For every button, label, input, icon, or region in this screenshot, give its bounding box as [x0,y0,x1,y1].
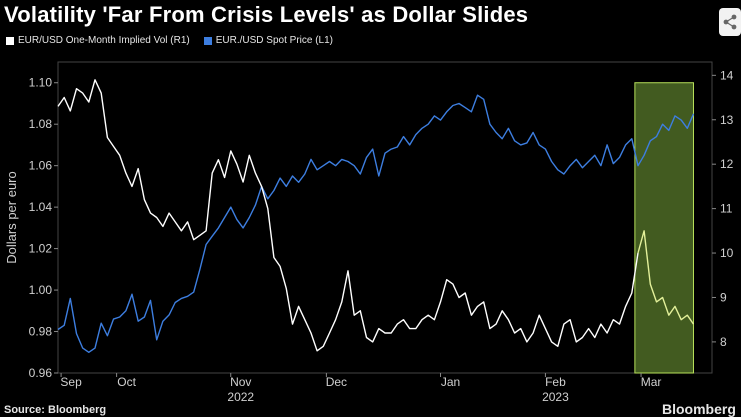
left-tick-label: 1.06 [29,159,53,173]
legend-label-vol: EUR/USD One-Month Implied Vol (R1) [18,35,190,46]
left-tick-label: 1.08 [29,117,53,131]
right-tick-label: 11 [720,202,733,216]
right-tick-label: 10 [720,246,734,260]
month-label: Jan [441,375,460,389]
right-tick-label: 9 [720,290,727,304]
left-tick-label: 0.98 [29,325,53,339]
month-label: Mar [641,375,662,389]
month-label: Nov [230,375,251,389]
series-line-vol [57,79,639,352]
highlight-box [634,82,694,374]
legend-item-spot: EUR./USD Spot Price (L1) [203,35,333,46]
legend-swatch-vol [6,36,14,45]
right-tick-label: 12 [720,157,734,171]
month-label: Oct [117,375,136,389]
chart-title: Volatility 'Far From Crisis Levels' as D… [4,2,529,27]
right-tick-label: 14 [720,68,734,82]
share-button[interactable] [719,8,741,36]
share-icon [723,14,737,30]
source-note: Source: Bloomberg [4,404,107,416]
right-tick-label: 13 [720,113,734,127]
legend: EUR/USD One-Month Implied Vol (R1) EUR./… [6,35,333,46]
left-tick-label: 1.00 [29,283,53,297]
month-label: Sep [60,375,82,389]
left-tick-label: 1.10 [29,76,53,90]
legend-swatch-spot [203,36,212,45]
left-tick-label: 1.02 [29,242,53,256]
bloomberg-logo: Bloomberg [662,401,736,417]
left-tick-label: 0.96 [29,366,53,380]
month-label: Feb [545,375,566,389]
month-label: Dec [326,375,347,389]
year-label: 2023 [542,390,569,404]
right-tick-label: 8 [720,335,727,349]
plot-frame [57,61,713,374]
year-label: 2022 [227,390,254,404]
legend-item-vol: EUR/USD One-Month Implied Vol (R1) [6,35,190,46]
series-line-spot [57,94,695,353]
left-axis-label: Dollars per euro [4,171,19,264]
left-tick-label: 1.04 [29,200,53,214]
legend-label-spot: EUR./USD Spot Price (L1) [215,35,333,46]
series-line-vol-highlight [637,230,695,325]
